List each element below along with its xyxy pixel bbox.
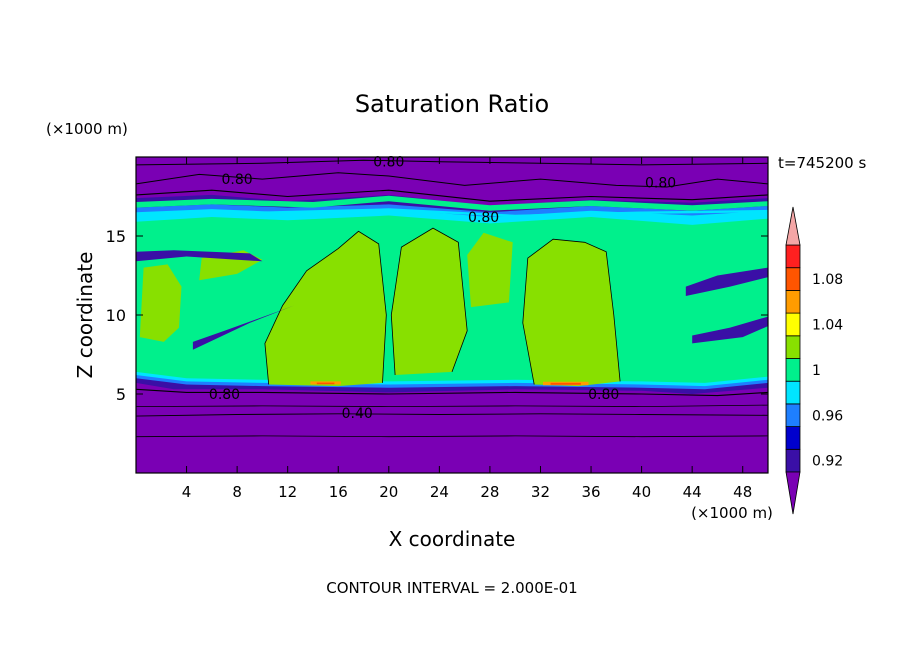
contour-line-0.80-upper bbox=[136, 189, 768, 202]
x-tick-label: 44 bbox=[683, 483, 702, 501]
x-tick-label: 4 bbox=[182, 483, 192, 501]
contour-label: 0.80 bbox=[209, 387, 240, 403]
contour-line-plume-west bbox=[264, 230, 387, 385]
contour-label: 0.80 bbox=[468, 210, 499, 226]
x-tick-label: 8 bbox=[232, 483, 242, 501]
x-axis-label: X coordinate bbox=[389, 527, 516, 551]
supersat-core-east bbox=[550, 382, 581, 385]
contour-interval-footer: CONTOUR INTERVAL = 2.000E-01 bbox=[326, 579, 577, 597]
colorbar-swatch bbox=[785, 312, 801, 337]
upper-cloud-layer bbox=[136, 195, 768, 211]
x-tick-label: 12 bbox=[278, 483, 297, 501]
dry-streak-east bbox=[685, 267, 768, 296]
colorbar-swatch bbox=[785, 380, 801, 405]
colorbar-label: 0.92 bbox=[812, 454, 843, 470]
colorbar-swatch bbox=[785, 289, 801, 314]
y-tick-label: 5 bbox=[116, 385, 126, 404]
supersat-core-west bbox=[316, 382, 335, 385]
colorbar-swatch bbox=[785, 358, 801, 382]
colorbar-swatch bbox=[785, 426, 801, 450]
colorbar-label: 1 bbox=[812, 363, 821, 379]
plume-edge bbox=[139, 264, 182, 342]
colorbar-swatch bbox=[785, 244, 801, 269]
contour-line-plume-central bbox=[390, 227, 468, 376]
plume-east bbox=[522, 239, 621, 387]
y-axis: 5 10 15 bbox=[106, 227, 768, 404]
x-tick-label: 28 bbox=[480, 483, 499, 501]
contour-label: 0.80 bbox=[645, 175, 676, 191]
contour-line-0.40 bbox=[136, 413, 768, 417]
x-tick-label: 16 bbox=[329, 483, 348, 501]
contour-line-low bbox=[136, 404, 768, 408]
colorbar-swatch bbox=[785, 403, 801, 427]
plume-central bbox=[391, 228, 468, 375]
colorbar-swatch bbox=[785, 267, 801, 291]
plume-upper-central bbox=[467, 232, 513, 308]
plume-west bbox=[264, 231, 387, 387]
y-axis-label: Z coordinate bbox=[73, 252, 97, 379]
y-unit-label: (×1000 m) bbox=[46, 120, 128, 138]
x-tick-label: 40 bbox=[632, 483, 651, 501]
colorbar-legend: 0.92 0.96 1 1.04 1.08 bbox=[785, 206, 843, 515]
x-tick-label: 36 bbox=[581, 483, 600, 501]
contour-line-lowest bbox=[136, 435, 768, 438]
contour-label: 0.80 bbox=[222, 172, 253, 188]
x-tick-label: 32 bbox=[531, 483, 550, 501]
saturation-field bbox=[136, 157, 768, 473]
y-tick-label: 15 bbox=[106, 227, 126, 246]
colorbar-below-triangle bbox=[785, 471, 801, 515]
colorbar-swatch bbox=[785, 335, 801, 359]
contour-label: 0.80 bbox=[588, 387, 619, 403]
x-tick-label: 20 bbox=[379, 483, 398, 501]
x-tick-label: 48 bbox=[733, 483, 752, 501]
chart-title: Saturation Ratio bbox=[355, 90, 549, 118]
colorbar-swatch bbox=[785, 448, 801, 473]
dry-streak-upper bbox=[136, 250, 263, 262]
x-unit-label: (×1000 m) bbox=[691, 504, 773, 522]
colorbar-label: 0.96 bbox=[812, 408, 843, 424]
upper-cloud-highlight bbox=[136, 208, 768, 217]
contour-label: 0.40 bbox=[342, 406, 373, 422]
dry-streak-east-low bbox=[692, 316, 768, 344]
contour-line-0.80-top bbox=[136, 172, 768, 188]
colorbar-above-triangle bbox=[785, 206, 801, 246]
x-axis: 4 8 12 16 20 24 28 32 36 40 44 48 bbox=[182, 157, 752, 501]
x-tick-label: 24 bbox=[430, 483, 449, 501]
contour-line-0.80-lower bbox=[136, 388, 768, 397]
colorbar-label: 1.08 bbox=[812, 272, 843, 288]
y-tick-label: 10 bbox=[106, 306, 126, 325]
contour-line-plume-east bbox=[522, 238, 621, 385]
time-label: t=745200 s bbox=[778, 154, 866, 172]
colorbar-label: 1.04 bbox=[812, 318, 843, 334]
plot-area: 0.800.80 0.800.800.80 0.800.40 bbox=[135, 155, 769, 474]
contour-lines bbox=[136, 159, 768, 438]
